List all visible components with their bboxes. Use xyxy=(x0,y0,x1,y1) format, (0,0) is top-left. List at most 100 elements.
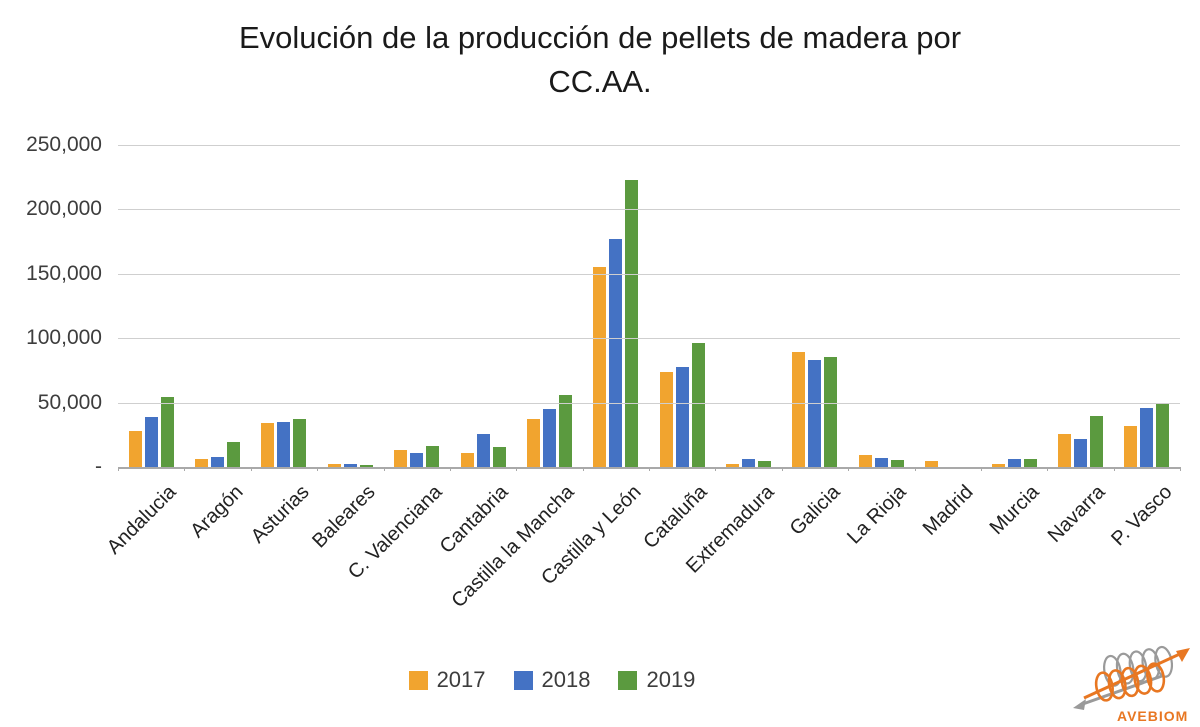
bar-2017 xyxy=(659,372,673,467)
bar-2019 xyxy=(1089,416,1103,467)
bar-group-castilla-la-mancha xyxy=(516,145,582,467)
bar-group-cantabria xyxy=(450,145,516,467)
bar-group-arag-n xyxy=(184,145,250,467)
bar-group-castilla-y-le-n xyxy=(583,145,649,467)
bar-2018 xyxy=(1073,438,1087,467)
x-tick-label: Navarra xyxy=(1044,481,1110,547)
legend-label: 2019 xyxy=(646,667,696,692)
legend-swatch-icon xyxy=(513,670,533,690)
y-tick-label: 50,000 xyxy=(37,390,102,414)
x-axis-tick xyxy=(781,467,783,471)
bar-2019 xyxy=(558,394,572,467)
bar-2017 xyxy=(1057,434,1071,467)
x-axis-tick xyxy=(118,467,119,471)
bar-group-andalucia xyxy=(118,145,184,467)
gridline xyxy=(118,145,1180,146)
y-tick-label: - xyxy=(95,455,102,478)
bar-2017 xyxy=(261,423,275,467)
bar-2017 xyxy=(128,430,142,467)
bar-2019 xyxy=(1023,459,1037,467)
bar-group-murcia xyxy=(981,145,1047,467)
x-axis-tick xyxy=(715,467,717,471)
bar-2018 xyxy=(675,366,689,467)
bar-2018 xyxy=(144,417,158,467)
y-tick-label: 250,000 xyxy=(26,133,102,156)
logo-orange-arrow-icon xyxy=(1083,651,1183,700)
bar-2018 xyxy=(1140,407,1154,467)
legend-swatch-icon xyxy=(618,670,638,690)
bar-2019 xyxy=(1156,402,1170,467)
bar-2018 xyxy=(211,456,225,467)
x-tick-label: Andalucia xyxy=(103,481,181,559)
bar-2018 xyxy=(410,453,424,467)
gridline xyxy=(118,209,1180,211)
x-axis-tick xyxy=(516,467,518,471)
bar-2018 xyxy=(277,421,291,467)
bar-group-navarra xyxy=(1047,145,1113,467)
x-axis-tick xyxy=(317,467,319,471)
x-axis-tick xyxy=(449,467,451,471)
logo-gray-arrowhead-icon xyxy=(1073,699,1086,710)
bar-2018 xyxy=(542,409,556,467)
gridline xyxy=(118,402,1180,404)
x-axis-tick xyxy=(980,467,982,471)
x-tick-label: Madrid xyxy=(918,481,978,540)
bar-2017 xyxy=(858,454,872,467)
bar-2018 xyxy=(476,434,490,467)
x-axis-tick xyxy=(1113,467,1115,471)
x-tick-label: Aragón xyxy=(185,481,248,543)
legend-item-2019: 2019 xyxy=(618,667,695,693)
bars-layer xyxy=(118,145,1180,467)
logo-orange-coil-icon xyxy=(1094,662,1166,702)
bar-2017 xyxy=(394,449,408,467)
bar-2017 xyxy=(593,267,607,467)
x-tick-label: Murcia xyxy=(985,481,1044,539)
x-axis-tick xyxy=(1047,467,1049,471)
gridline xyxy=(118,273,1180,275)
bar-2019 xyxy=(758,460,772,467)
bar-2017 xyxy=(526,418,540,467)
logo-orange-arrowhead-icon xyxy=(1176,648,1190,662)
y-tick-label: 200,000 xyxy=(26,197,102,221)
bar-2019 xyxy=(293,418,307,467)
logo-text: AVEBIOM xyxy=(1117,708,1188,724)
bar-2018 xyxy=(1007,458,1021,467)
x-axis-tick xyxy=(250,467,252,471)
bar-2018 xyxy=(609,239,623,467)
bar-2017 xyxy=(792,352,806,467)
x-axis-tick xyxy=(184,467,186,471)
bar-2017 xyxy=(460,453,474,467)
gridline xyxy=(118,338,1180,340)
x-tick-label: Castilla la Mancha xyxy=(447,481,579,613)
chart-title-line1: Evolución de la producción de pellets de… xyxy=(238,20,962,55)
avebiom-logo: AVEBIOM xyxy=(1073,645,1190,724)
bar-group-p-vasco xyxy=(1114,145,1180,467)
bar-2019 xyxy=(359,465,373,467)
x-axis-tick xyxy=(848,467,850,471)
bar-2017 xyxy=(1124,426,1138,467)
bar-2019 xyxy=(492,447,506,467)
bar-2019 xyxy=(160,397,174,467)
x-tick-label: Asturias xyxy=(246,481,314,548)
chart-legend: 2017 2018 2019 xyxy=(0,667,1152,693)
bar-group-extremadura xyxy=(715,145,781,467)
bar-2019 xyxy=(426,445,440,467)
x-axis-tick xyxy=(383,467,385,471)
legend-swatch-icon xyxy=(408,670,428,690)
bar-group-la-rioja xyxy=(848,145,914,467)
bar-2018 xyxy=(808,360,822,467)
bar-2017 xyxy=(991,463,1005,467)
bar-2017 xyxy=(195,459,209,467)
bar-2019 xyxy=(691,343,705,467)
x-axis-tick xyxy=(914,467,916,471)
legend-item-2017: 2017 xyxy=(408,667,486,693)
legend-label: 2018 xyxy=(541,667,591,692)
y-tick-label: 150,000 xyxy=(26,261,102,285)
chart-title-line2: CC.AA. xyxy=(548,64,652,99)
x-tick-label: Galicia xyxy=(785,481,845,540)
bar-2017 xyxy=(327,464,341,467)
x-tick-label: La Rioja xyxy=(843,481,911,549)
y-tick-label: 100,000 xyxy=(26,326,102,350)
bar-2018 xyxy=(874,457,888,467)
